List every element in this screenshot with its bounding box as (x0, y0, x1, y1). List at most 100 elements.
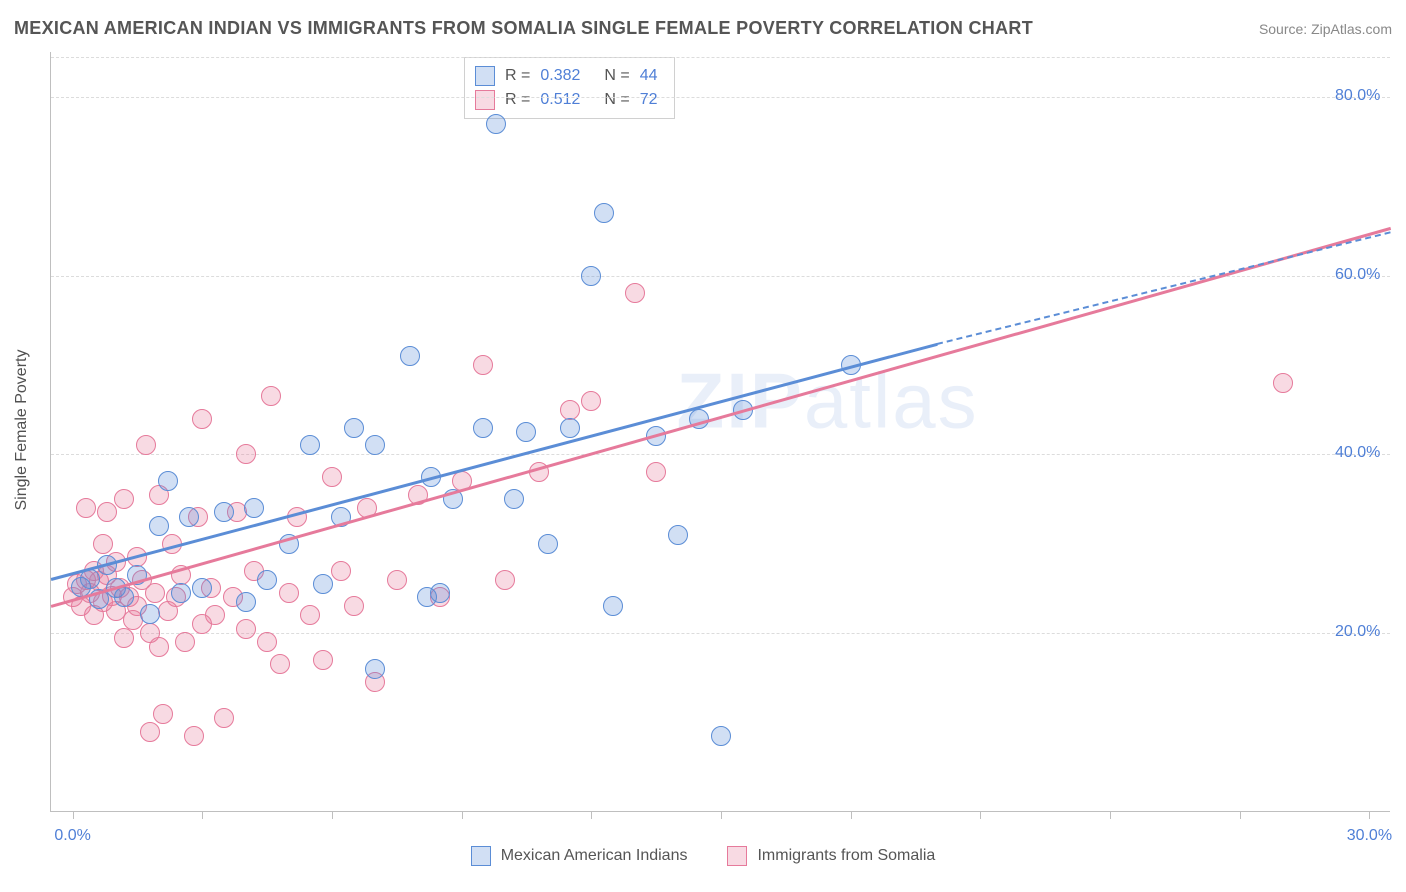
trendline (51, 226, 1392, 607)
scatter-point (313, 650, 333, 670)
scatter-point (244, 498, 264, 518)
scatter-point (236, 619, 256, 639)
scatter-point (153, 704, 173, 724)
scatter-point (538, 534, 558, 554)
scatter-point (473, 418, 493, 438)
x-tick (591, 811, 592, 819)
scatter-point (114, 489, 134, 509)
scatter-point (214, 502, 234, 522)
title-bar: MEXICAN AMERICAN INDIAN VS IMMIGRANTS FR… (14, 18, 1392, 39)
scatter-point (430, 583, 450, 603)
scatter-point (603, 596, 623, 616)
scatter-point (149, 637, 169, 657)
x-tick (73, 811, 74, 819)
gridline (51, 276, 1390, 277)
correlation-legend: R = 0.382 N = 44 R = 0.512 N = 72 (464, 57, 675, 119)
scatter-point (270, 654, 290, 674)
swatch-series-1 (475, 66, 495, 86)
scatter-point (114, 587, 134, 607)
x-tick (1110, 811, 1111, 819)
scatter-point (192, 578, 212, 598)
scatter-point (257, 632, 277, 652)
chart-container: MEXICAN AMERICAN INDIAN VS IMMIGRANTS FR… (0, 0, 1406, 892)
scatter-point (236, 444, 256, 464)
scatter-point (560, 418, 580, 438)
scatter-point (192, 409, 212, 429)
x-tick-label: 30.0% (1347, 827, 1392, 845)
scatter-point (516, 422, 536, 442)
scatter-point (114, 628, 134, 648)
x-tick-label: 0.0% (54, 827, 90, 845)
chart-title: MEXICAN AMERICAN INDIAN VS IMMIGRANTS FR… (14, 18, 1033, 39)
scatter-point (1273, 373, 1293, 393)
source-label: Source: ZipAtlas.com (1259, 21, 1392, 37)
bottom-legend: Mexican American Indians Immigrants from… (0, 846, 1406, 866)
scatter-point (400, 346, 420, 366)
scatter-point (504, 489, 524, 509)
y-tick-label: 40.0% (1335, 444, 1380, 462)
scatter-point (279, 583, 299, 603)
x-tick (980, 811, 981, 819)
scatter-point (175, 632, 195, 652)
scatter-point (344, 418, 364, 438)
y-tick-label: 60.0% (1335, 266, 1380, 284)
gridline (51, 57, 1390, 58)
scatter-point (322, 467, 342, 487)
series-1-label: Mexican American Indians (501, 847, 688, 865)
x-tick (202, 811, 203, 819)
bottom-legend-item-2: Immigrants from Somalia (727, 846, 935, 866)
legend-row-series-1: R = 0.382 N = 44 (475, 64, 658, 88)
scatter-point (668, 525, 688, 545)
scatter-point (171, 583, 191, 603)
scatter-point (149, 516, 169, 536)
trendline (51, 343, 938, 581)
scatter-point (145, 583, 165, 603)
series-2-label: Immigrants from Somalia (757, 847, 935, 865)
scatter-point (365, 659, 385, 679)
legend-row-series-2: R = 0.512 N = 72 (475, 88, 658, 112)
y-tick-label: 20.0% (1335, 623, 1380, 641)
scatter-point (158, 471, 178, 491)
x-tick (1369, 811, 1370, 819)
scatter-point (313, 574, 333, 594)
scatter-point (473, 355, 493, 375)
swatch-series-2-bottom (727, 846, 747, 866)
scatter-point (495, 570, 515, 590)
scatter-point (387, 570, 407, 590)
scatter-point (486, 114, 506, 134)
trendline (937, 231, 1391, 345)
scatter-point (365, 435, 385, 455)
x-tick (1240, 811, 1241, 819)
scatter-point (625, 283, 645, 303)
scatter-point (93, 534, 113, 554)
scatter-point (711, 726, 731, 746)
plot-area: ZIPatlas R = 0.382 N = 44 R = 0.512 N = … (50, 52, 1390, 812)
scatter-point (257, 570, 277, 590)
scatter-point (76, 498, 96, 518)
x-tick (721, 811, 722, 819)
scatter-point (300, 605, 320, 625)
scatter-point (97, 502, 117, 522)
swatch-series-1-bottom (471, 846, 491, 866)
x-tick (851, 811, 852, 819)
scatter-point (331, 561, 351, 581)
scatter-point (205, 605, 225, 625)
scatter-point (300, 435, 320, 455)
scatter-point (594, 203, 614, 223)
scatter-point (140, 604, 160, 624)
y-axis-title: Single Female Poverty (13, 350, 31, 511)
scatter-point (184, 726, 204, 746)
y-tick-label: 80.0% (1335, 87, 1380, 105)
scatter-point (646, 462, 666, 482)
scatter-point (140, 722, 160, 742)
x-tick (462, 811, 463, 819)
scatter-point (136, 435, 156, 455)
swatch-series-2 (475, 90, 495, 110)
scatter-point (261, 386, 281, 406)
gridline (51, 97, 1390, 98)
x-tick (332, 811, 333, 819)
scatter-point (581, 391, 601, 411)
scatter-point (179, 507, 199, 527)
scatter-point (236, 592, 256, 612)
scatter-point (214, 708, 234, 728)
